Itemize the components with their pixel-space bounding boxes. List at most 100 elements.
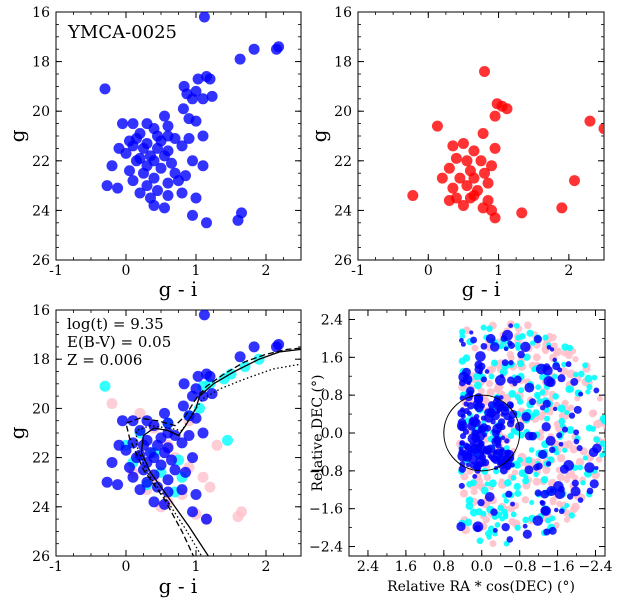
star-point	[460, 341, 466, 347]
data-point	[138, 142, 149, 154]
star-point	[520, 341, 531, 353]
star-point	[571, 479, 579, 487]
star-point	[525, 456, 533, 464]
star-point	[488, 365, 497, 373]
star-point	[472, 521, 484, 533]
star-point	[500, 435, 506, 441]
data-point	[169, 464, 181, 476]
star-point	[561, 426, 569, 433]
star-point	[503, 512, 509, 518]
star-point	[508, 323, 514, 328]
radius-circle	[443, 394, 521, 472]
data-point	[187, 209, 198, 221]
data-point	[187, 155, 198, 167]
data-point	[192, 73, 204, 85]
star-point	[513, 482, 521, 491]
panel-title: YMCA-0025	[67, 22, 177, 43]
star-point	[473, 381, 482, 390]
x-tick-label: 0	[122, 559, 131, 575]
star-point	[462, 374, 473, 385]
star-point	[506, 420, 515, 428]
data-point	[106, 397, 118, 409]
star-point	[472, 400, 480, 407]
star-point	[552, 393, 559, 400]
data-point	[99, 83, 111, 95]
data-point	[176, 140, 188, 152]
star-point	[533, 391, 541, 399]
data-point	[106, 457, 118, 469]
data-point	[234, 53, 246, 65]
star-point	[518, 387, 525, 394]
star-point	[585, 424, 593, 432]
data-point	[177, 400, 189, 412]
x-tick-label: −2.4	[579, 559, 613, 575]
data-point	[148, 496, 160, 508]
star-point	[490, 359, 498, 367]
star-point	[469, 330, 474, 335]
x-tick-label: 1	[192, 559, 201, 575]
star-point	[477, 387, 485, 395]
star-point	[486, 325, 493, 332]
star-point	[476, 537, 484, 545]
data-point	[461, 180, 473, 192]
data-point	[112, 479, 124, 491]
star-point	[505, 490, 513, 498]
star-point	[517, 398, 524, 405]
star-point	[591, 374, 598, 381]
star-point	[542, 465, 551, 475]
star-point	[566, 369, 576, 379]
star-point	[465, 502, 474, 510]
star-point	[540, 500, 546, 506]
star-point	[576, 445, 583, 452]
star-point	[517, 350, 525, 359]
star-point	[514, 489, 522, 497]
y-tick-label: 1.6	[321, 350, 343, 366]
star-point	[561, 350, 568, 357]
star-point	[487, 401, 496, 409]
star-point	[514, 524, 521, 531]
data-point	[155, 162, 167, 174]
star-point	[566, 344, 574, 352]
star-point	[467, 447, 476, 456]
star-point	[523, 353, 531, 361]
field-points	[407, 66, 604, 224]
star-point	[559, 464, 569, 474]
star-point	[524, 465, 534, 475]
star-point	[577, 497, 584, 503]
star-point	[538, 449, 548, 460]
star-point	[549, 347, 555, 352]
star-point	[539, 389, 546, 396]
y-tick-label: 26	[32, 549, 50, 565]
star-point	[553, 481, 564, 492]
star-point	[515, 345, 521, 351]
star-point	[465, 462, 471, 468]
y-tick-label: 22	[32, 451, 50, 467]
star-point	[543, 406, 550, 413]
star-point	[491, 436, 502, 447]
star-point	[503, 346, 509, 352]
star-point	[458, 423, 466, 431]
star-point	[495, 375, 506, 386]
star-point	[462, 428, 470, 435]
star-point	[566, 493, 574, 500]
star-point	[521, 412, 531, 422]
star-point	[462, 442, 470, 450]
y-tick-label: 0.0	[321, 426, 343, 442]
data-point	[271, 341, 282, 353]
star-point	[500, 412, 505, 417]
star-point	[515, 334, 522, 341]
star-point	[503, 498, 510, 504]
star-point	[545, 435, 556, 446]
y-tick-label: −0.8	[309, 464, 343, 480]
data-point	[248, 341, 260, 353]
star-point	[483, 473, 492, 482]
star-point	[556, 500, 563, 508]
data-point	[197, 160, 209, 172]
star-point	[523, 473, 529, 480]
star-point	[523, 321, 532, 330]
data-point	[447, 140, 459, 152]
data-point	[187, 452, 198, 464]
y-axis-label: g	[5, 129, 29, 142]
star-point	[568, 412, 576, 419]
cmd-field-panel: -1 0 1 2 16 18 20 22 24 26 g - i g	[307, 5, 605, 301]
